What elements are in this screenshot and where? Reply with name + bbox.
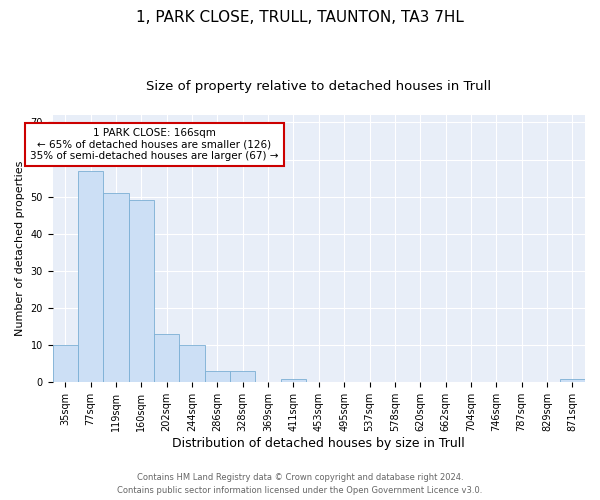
Bar xyxy=(78,170,103,382)
Y-axis label: Number of detached properties: Number of detached properties xyxy=(15,161,25,336)
Text: Contains HM Land Registry data © Crown copyright and database right 2024.
Contai: Contains HM Land Registry data © Crown c… xyxy=(118,474,482,495)
Bar xyxy=(103,193,129,382)
Text: 1, PARK CLOSE, TRULL, TAUNTON, TA3 7HL: 1, PARK CLOSE, TRULL, TAUNTON, TA3 7HL xyxy=(136,10,464,25)
Bar xyxy=(129,200,154,382)
Bar xyxy=(154,334,179,382)
Bar xyxy=(205,371,230,382)
Title: Size of property relative to detached houses in Trull: Size of property relative to detached ho… xyxy=(146,80,491,93)
Text: 1 PARK CLOSE: 166sqm
← 65% of detached houses are smaller (126)
35% of semi-deta: 1 PARK CLOSE: 166sqm ← 65% of detached h… xyxy=(30,128,278,161)
Bar xyxy=(560,378,585,382)
Bar xyxy=(179,345,205,383)
Bar xyxy=(53,345,78,383)
X-axis label: Distribution of detached houses by size in Trull: Distribution of detached houses by size … xyxy=(172,437,465,450)
Bar xyxy=(281,378,306,382)
Bar xyxy=(230,371,256,382)
